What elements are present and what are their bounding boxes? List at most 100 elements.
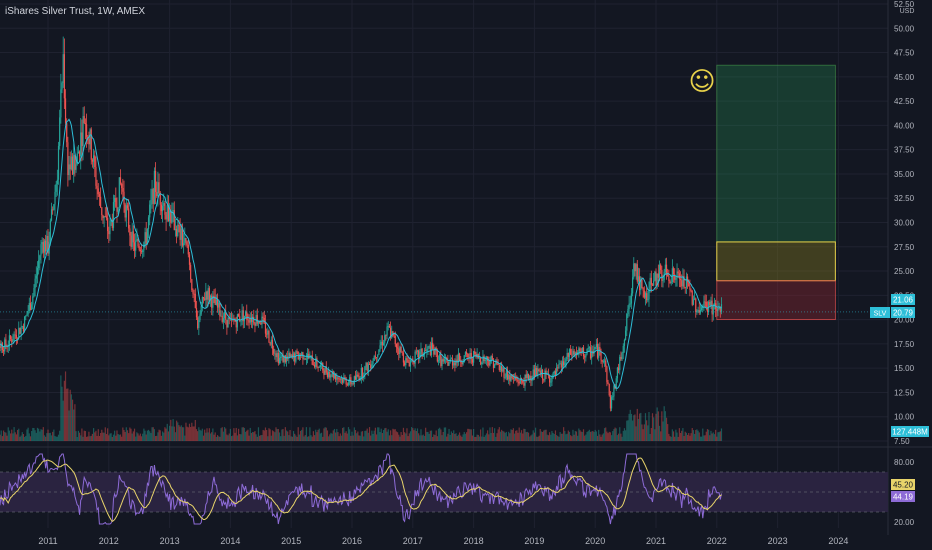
candle-body: [482, 356, 484, 363]
volume-bar: [147, 429, 150, 441]
candle-body: [329, 371, 331, 378]
volume-bar: [237, 428, 240, 441]
volume-bar: [200, 430, 202, 441]
volume-bar: [561, 433, 564, 441]
candle-body: [291, 354, 293, 357]
volume-bar: [66, 388, 68, 441]
price-tick-label: 20.00: [894, 316, 915, 325]
candle-body: [488, 360, 490, 366]
volume-bar: [614, 427, 616, 441]
volume-bar: [625, 430, 627, 441]
candle-body: [598, 346, 600, 358]
volume-bar: [567, 430, 569, 441]
volume-bar: [269, 429, 271, 441]
price-axis[interactable]: 52.50 50.00 47.50 45.00 42.50 40.00 37.50 35.00…: [894, 0, 915, 446]
candle-body: [525, 374, 527, 378]
candle-body: [625, 330, 627, 340]
candle-body: [271, 339, 274, 349]
volume-bar: [436, 436, 438, 441]
candle-body: [616, 367, 619, 379]
volume-bar: [465, 432, 468, 441]
candle-body: [107, 217, 109, 232]
volume-bar: [282, 429, 284, 441]
candle-body: [385, 335, 387, 337]
volume-bar: [82, 436, 84, 441]
candle-body: [433, 349, 435, 355]
candle-body: [212, 295, 214, 308]
candle-body: [31, 304, 33, 310]
volume-bar: [367, 432, 369, 441]
rsi-axis[interactable]: 80.00 20.00: [894, 458, 915, 527]
volume-bar: [386, 431, 388, 441]
candle-body: [344, 377, 346, 379]
volume-bar: [689, 435, 691, 441]
candle-body: [610, 397, 613, 409]
candle-body: [54, 191, 56, 205]
volume-bar: [658, 425, 661, 441]
volume-bar: [114, 430, 116, 441]
candle-body: [253, 316, 255, 324]
candle-body: [67, 142, 69, 176]
candle-body: [414, 351, 416, 364]
candle-body: [512, 378, 514, 379]
volume-bar: [657, 411, 659, 441]
volume-bar: [538, 435, 540, 441]
volume-bar: [254, 431, 256, 441]
candle-body: [651, 284, 654, 286]
volume-bar: [94, 432, 96, 441]
volume-bar: [68, 410, 70, 441]
volume-bar: [516, 430, 518, 441]
volume-bar: [549, 432, 551, 441]
candle-body: [176, 228, 178, 236]
candle-body: [42, 242, 44, 253]
currency-label: USD: [900, 8, 915, 15]
candle-body: [600, 351, 602, 361]
volume-bar: [339, 433, 341, 441]
volume-bar: [663, 406, 665, 441]
candle-body: [436, 351, 438, 362]
candle-body: [648, 288, 650, 300]
candle-body: [234, 320, 236, 322]
volume-bars: [0, 371, 723, 441]
volume-bar: [129, 427, 131, 441]
candle-body: [360, 368, 362, 378]
candle-body: [121, 183, 123, 188]
volume-bar: [456, 436, 458, 441]
candle-body: [273, 348, 275, 354]
candle-body: [573, 350, 575, 355]
volume-bar: [317, 429, 319, 441]
volume-bar: [176, 420, 178, 441]
volume-bar: [592, 430, 594, 441]
candle-body: [649, 277, 651, 289]
volume-bar: [690, 433, 692, 441]
candle-body: [69, 164, 71, 170]
candle-body: [580, 351, 582, 352]
candle-body: [454, 362, 456, 366]
price-tick-label: 17.50: [894, 340, 915, 349]
candle-body: [587, 348, 589, 349]
candle-body: [567, 352, 569, 357]
candle-body: [502, 368, 504, 372]
volume-bar: [522, 433, 524, 441]
volume-bar: [584, 435, 586, 441]
volume-bar: [378, 427, 380, 441]
volume-bar: [711, 433, 713, 441]
candle-body: [641, 279, 643, 288]
volume-bar: [283, 435, 285, 441]
candle-body: [220, 315, 222, 317]
volume-bar: [263, 430, 265, 441]
volume-bar: [439, 427, 441, 441]
candle-body: [95, 166, 97, 186]
candle-body: [416, 350, 419, 352]
volume-bar: [100, 433, 102, 441]
volume-bar: [608, 431, 610, 441]
candle-body: [706, 307, 709, 312]
long-position-tool[interactable]: [716, 64, 836, 321]
volume-bar: [112, 434, 115, 441]
candle-body: [122, 187, 124, 192]
volume-bar: [305, 427, 307, 441]
time-axis[interactable]: 2011 2012 2013 2014 2015 2016 2017 2018 2019 2020…: [38, 536, 848, 546]
candle-body: [505, 370, 507, 378]
candle-body: [200, 306, 202, 315]
